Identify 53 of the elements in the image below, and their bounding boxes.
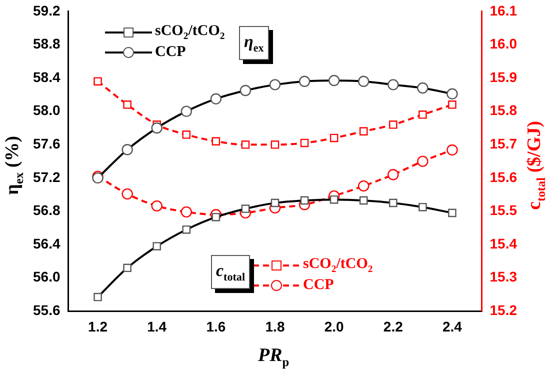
- y2-tick-label: 16.0: [490, 36, 518, 52]
- legend-label: sCO$_{2}$/tCO$_{2}$: [155, 22, 225, 42]
- annotation: η$_{ex}$: [239, 26, 269, 60]
- y-tick-label: 56.8: [33, 202, 60, 218]
- y-tick-label: 57.6: [33, 136, 60, 152]
- annotation: c$_{total}$: [211, 255, 250, 290]
- x-tick-label: 1.6: [206, 318, 226, 334]
- x-tick-label: 2.4: [442, 318, 462, 334]
- point: [180, 206, 192, 218]
- x-tick-label: 1.4: [147, 318, 167, 334]
- point: [330, 134, 338, 142]
- y-tick-label: 57.2: [33, 168, 60, 185]
- point: [389, 120, 398, 129]
- point: [151, 200, 162, 212]
- point: [241, 140, 250, 149]
- y2-tick-label: 16.1: [490, 2, 518, 18]
- legend-label: sCO$_{2}$/tCO$_{2}$: [303, 256, 373, 274]
- y2-tick-label: 15.9: [490, 68, 518, 85]
- point: [94, 77, 102, 86]
- point: [388, 169, 399, 180]
- y2-tick-label: 15.5: [490, 202, 518, 218]
- y2-tick-label: 15.6: [490, 168, 518, 185]
- point: [212, 137, 220, 146]
- y2-tick-label: 15.7: [490, 136, 518, 152]
- y2-tick-label: 15.3: [490, 268, 518, 285]
- point: [358, 180, 370, 192]
- legend-label: CCP: [303, 276, 334, 294]
- y-tick-label: 58.8: [33, 36, 60, 52]
- y-tick-label: 58.0: [33, 102, 60, 118]
- point: [182, 130, 191, 139]
- y-tick-label: 56.0: [33, 268, 60, 285]
- point: [418, 110, 427, 119]
- x-axis-title: PR$_{p}$: [258, 345, 290, 370]
- y2-tick-label: 15.8: [490, 102, 518, 118]
- point: [123, 100, 132, 109]
- x-tick-label: 1.8: [265, 318, 285, 334]
- point: [446, 144, 458, 156]
- legend-label: CCP: [155, 44, 186, 60]
- point: [122, 188, 133, 200]
- point: [448, 100, 456, 109]
- y-tick-label: 59.2: [33, 2, 60, 18]
- x-tick-label: 1.2: [88, 318, 108, 334]
- y-tick-label: 55.6: [33, 302, 60, 318]
- point: [417, 156, 428, 167]
- y2-tick-label: 15.2: [490, 302, 518, 318]
- y2-tick-label: 15.4: [490, 235, 518, 252]
- x-tick-label: 2.0: [324, 318, 344, 334]
- x-tick-label: 2.2: [383, 318, 404, 334]
- point: [300, 138, 309, 148]
- y-tick-label: 58.4: [33, 68, 60, 85]
- y-tick-label: 56.4: [33, 235, 60, 252]
- point: [359, 127, 368, 136]
- point: [270, 140, 280, 149]
